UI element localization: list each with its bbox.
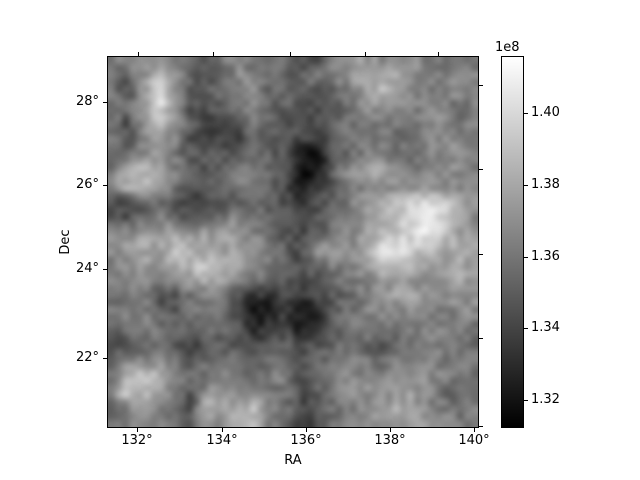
x-tick-top — [290, 52, 291, 56]
y-tick-label: 22° — [75, 350, 99, 365]
y-tick-right — [479, 85, 483, 86]
x-tick-top — [438, 52, 439, 56]
colorbar-tick — [524, 328, 528, 329]
heatmap-image — [108, 57, 478, 427]
x-tick-label: 138° — [374, 433, 406, 448]
colorbar-tick — [524, 113, 528, 114]
y-tick-right — [479, 338, 483, 339]
y-tick-left — [103, 358, 107, 359]
x-tick-bottom — [474, 428, 475, 432]
colorbar-tick-label: 1.32 — [531, 392, 560, 407]
y-tick-right — [479, 169, 483, 170]
colorbar-tick — [524, 185, 528, 186]
x-tick-bottom — [306, 428, 307, 432]
x-tick-label: 140° — [458, 433, 490, 448]
y-tick-right — [479, 426, 483, 427]
colorbar-tick-label: 1.40 — [531, 105, 560, 120]
colorbar-scale-label: 1e8 — [495, 40, 520, 55]
colorbar-tick-label: 1.36 — [531, 249, 560, 264]
x-tick-top — [213, 52, 214, 56]
colorbar-tick-label: 1.34 — [531, 320, 560, 335]
x-tick-label: 134° — [206, 433, 238, 448]
colorbar-tick — [524, 257, 528, 258]
y-tick-left — [103, 102, 107, 103]
x-tick-bottom — [390, 428, 391, 432]
y-tick-left — [103, 269, 107, 270]
x-tick-top — [365, 52, 366, 56]
colorbar-tick — [524, 400, 528, 401]
x-tick-bottom — [137, 428, 138, 432]
x-tick-label: 136° — [290, 433, 322, 448]
y-tick-label: 24° — [75, 261, 99, 276]
colorbar — [501, 56, 524, 428]
plot-area — [107, 56, 479, 428]
y-tick-label: 26° — [75, 177, 99, 192]
x-tick-label: 132° — [121, 433, 153, 448]
x-tick-top — [138, 52, 139, 56]
y-tick-left — [103, 185, 107, 186]
x-tick-bottom — [222, 428, 223, 432]
y-axis-title: Dec — [58, 229, 73, 255]
x-axis-title: RA — [284, 453, 302, 468]
y-tick-label: 28° — [75, 94, 99, 109]
colorbar-gradient — [502, 57, 523, 427]
colorbar-tick-label: 1.38 — [531, 177, 560, 192]
y-tick-right — [479, 254, 483, 255]
